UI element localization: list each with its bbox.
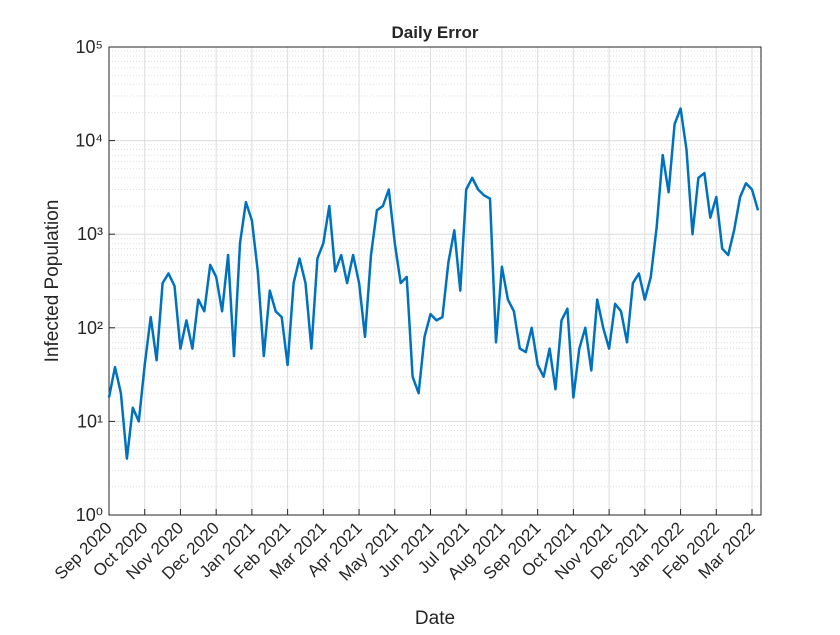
y-tick-label: 10⁰ xyxy=(76,505,103,525)
y-tick-label: 10³ xyxy=(77,224,103,244)
y-tick-label: 10¹ xyxy=(77,411,103,431)
data-line xyxy=(107,107,760,460)
y-tick-label: 10² xyxy=(77,318,103,338)
plot-frame xyxy=(108,46,762,516)
y-tick-label: 10⁵ xyxy=(76,37,103,57)
y-tick-label: 10⁴ xyxy=(75,131,103,151)
x-axis-label: Date xyxy=(415,608,455,629)
y-axis-label: Infected Population xyxy=(42,200,63,363)
chart-title: Daily Error xyxy=(392,23,479,42)
